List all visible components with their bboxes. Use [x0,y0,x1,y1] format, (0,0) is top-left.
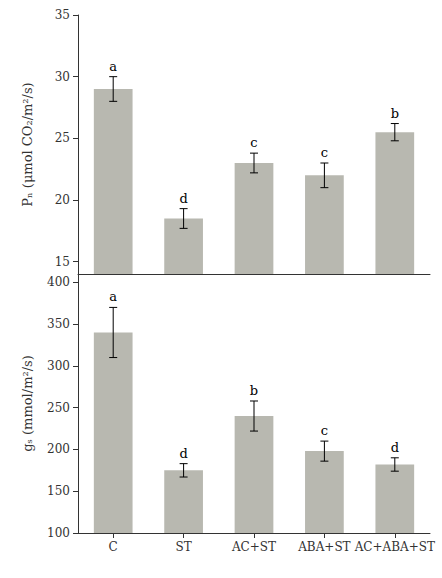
svg-text:25: 25 [55,131,70,145]
svg-text:100: 100 [47,526,70,540]
svg-text:c: c [321,423,328,438]
svg-text:AC+ABA+ST: AC+ABA+ST [354,540,435,554]
svg-text:a: a [109,289,117,304]
svg-text:ABA+ST: ABA+ST [297,540,350,554]
svg-text:d: d [179,446,187,461]
svg-text:c: c [250,135,257,150]
svg-text:AC+ST: AC+ST [231,540,276,554]
svg-text:350: 350 [47,317,70,331]
svg-text:15: 15 [55,255,70,269]
svg-text:d: d [391,440,399,455]
svg-text:Pₙ (μmol CO₂/m²/s): Pₙ (μmol CO₂/m²/s) [20,82,35,206]
svg-text:b: b [250,383,258,398]
svg-text:ST: ST [175,540,191,554]
svg-text:150: 150 [47,484,70,498]
svg-text:400: 400 [47,275,70,289]
svg-text:C: C [109,540,118,554]
svg-text:20: 20 [55,193,70,207]
svg-text:c: c [321,145,328,160]
svg-text:200: 200 [47,442,70,456]
svg-text:35: 35 [55,8,70,22]
svg-text:a: a [109,59,117,74]
svg-text:300: 300 [47,359,70,373]
svg-text:30: 30 [55,70,70,84]
svg-text:gₛ (mmol/m²/s): gₛ (mmol/m²/s) [20,355,35,452]
svg-text:d: d [179,191,187,206]
svg-text:b: b [391,106,399,121]
svg-text:250: 250 [47,401,70,415]
